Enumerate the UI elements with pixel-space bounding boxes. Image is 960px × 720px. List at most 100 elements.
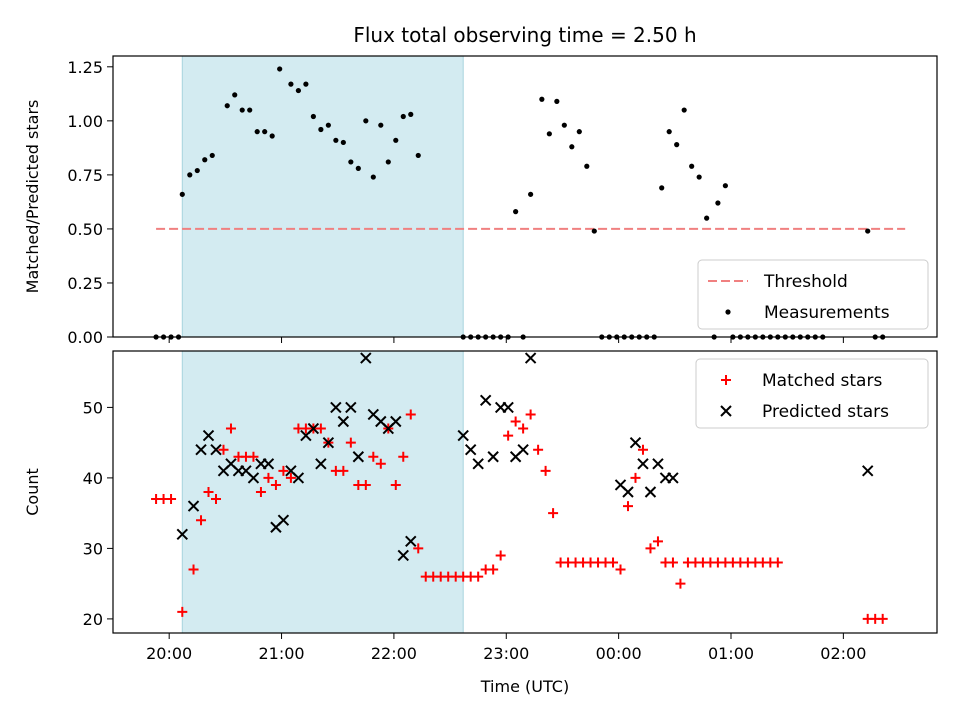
legend-marker bbox=[721, 375, 731, 385]
data-point bbox=[652, 458, 664, 470]
data-point bbox=[865, 228, 871, 234]
data-point bbox=[524, 352, 537, 364]
data-point bbox=[269, 133, 275, 139]
y-tick-label: 1.25 bbox=[67, 58, 103, 77]
data-point bbox=[322, 436, 335, 449]
data-point bbox=[390, 479, 401, 490]
shaded-region bbox=[181, 350, 464, 634]
data-point bbox=[248, 451, 259, 462]
data-point bbox=[225, 423, 236, 434]
data-point bbox=[345, 437, 356, 448]
data-point bbox=[202, 429, 215, 442]
data-point bbox=[413, 543, 424, 554]
x-tick-label: 22:00 bbox=[371, 644, 417, 663]
data-point bbox=[315, 423, 326, 434]
legend: Matched stars Predicted stars bbox=[695, 358, 929, 429]
data-point bbox=[254, 129, 260, 135]
data-point bbox=[488, 564, 499, 575]
y-axis-label: Matched/Predicted stars bbox=[23, 100, 42, 294]
data-point bbox=[333, 137, 339, 143]
shaded-region bbox=[181, 55, 464, 338]
x-axis-label: Time (UTC) bbox=[480, 677, 569, 696]
data-point bbox=[315, 458, 327, 470]
data-point bbox=[704, 215, 710, 221]
data-point bbox=[340, 139, 346, 146]
data-point bbox=[330, 401, 342, 414]
data-point bbox=[348, 159, 354, 165]
top-chart-title: Flux total observing time = 2.50 h bbox=[353, 23, 696, 47]
data-point bbox=[270, 479, 281, 490]
data-point bbox=[187, 500, 200, 512]
data-point bbox=[715, 200, 721, 206]
y-tick-label: 0.50 bbox=[67, 220, 103, 239]
data-point bbox=[622, 486, 634, 498]
data-point bbox=[363, 118, 369, 124]
data-point bbox=[303, 81, 309, 87]
data-point bbox=[400, 113, 406, 120]
data-point bbox=[510, 416, 521, 427]
data-point bbox=[539, 96, 545, 102]
data-point bbox=[345, 401, 357, 414]
data-point bbox=[405, 409, 416, 420]
data-point bbox=[637, 458, 649, 470]
legend-label: Matched stars bbox=[762, 371, 882, 391]
data-point bbox=[548, 508, 559, 519]
data-point bbox=[277, 514, 290, 526]
y-tick-label: 30 bbox=[83, 539, 103, 558]
data-point bbox=[337, 415, 350, 428]
x-tick-label: 20:00 bbox=[146, 644, 192, 663]
data-point bbox=[385, 159, 391, 165]
data-point bbox=[472, 458, 484, 470]
legend-marker bbox=[720, 405, 732, 417]
data-point bbox=[584, 163, 590, 169]
data-point bbox=[608, 557, 619, 568]
legend-label: Predicted stars bbox=[762, 402, 889, 422]
data-point bbox=[196, 515, 207, 526]
data-point bbox=[325, 122, 331, 128]
data-point bbox=[166, 494, 177, 505]
data-point bbox=[696, 174, 702, 180]
legend-label: Threshold bbox=[763, 272, 848, 292]
data-point bbox=[370, 174, 376, 180]
data-point bbox=[503, 430, 514, 441]
data-point bbox=[218, 444, 229, 455]
data-point bbox=[637, 444, 648, 455]
data-point bbox=[188, 564, 199, 575]
data-point bbox=[666, 129, 672, 135]
data-point bbox=[390, 415, 402, 428]
data-point bbox=[247, 107, 253, 113]
data-point bbox=[355, 165, 361, 171]
y-axis-label: Count bbox=[23, 468, 42, 516]
data-point bbox=[187, 172, 193, 178]
legend: Threshold Measurements bbox=[697, 259, 929, 330]
data-point bbox=[209, 152, 215, 159]
data-point bbox=[307, 422, 320, 435]
x-tick-label: 00:00 bbox=[596, 644, 642, 663]
y-tick-label: 0.25 bbox=[67, 274, 103, 293]
data-point bbox=[722, 183, 728, 189]
plot-frame bbox=[112, 55, 938, 338]
data-point bbox=[667, 557, 678, 568]
top-panel: 0.00 0.25 0.50 0.75 1.00 1.25 Matched/Predicte… bbox=[23, 55, 938, 347]
legend-box bbox=[697, 259, 929, 330]
data-point bbox=[262, 458, 275, 470]
x-tick-label: 23:00 bbox=[483, 644, 529, 663]
x-tick-label: 01:00 bbox=[708, 644, 754, 663]
data-point bbox=[176, 528, 188, 541]
data-point bbox=[368, 451, 379, 462]
data-point bbox=[659, 185, 665, 191]
bottom-panel: 20 30 40 50 20:00 21:00 22:00 23:00 00:00 01:00 02… bbox=[23, 350, 938, 696]
data-point bbox=[255, 487, 266, 497]
data-point bbox=[232, 92, 238, 98]
data-point bbox=[629, 436, 642, 449]
data-point bbox=[375, 458, 386, 469]
data-point bbox=[652, 536, 663, 547]
data-point bbox=[210, 443, 222, 456]
legend-box bbox=[695, 358, 929, 429]
data-point bbox=[338, 465, 349, 476]
data-point bbox=[277, 66, 283, 72]
data-point bbox=[644, 486, 657, 498]
data-point bbox=[675, 578, 686, 589]
data-point bbox=[487, 451, 499, 463]
